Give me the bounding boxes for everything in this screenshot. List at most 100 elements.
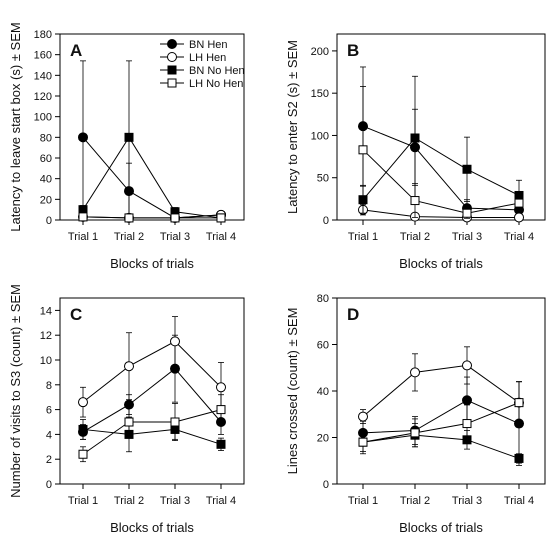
x-tick-label: Trial 4 xyxy=(206,231,236,243)
y-tick-label: 2 xyxy=(46,454,52,466)
x-axis-label: Blocks of trials xyxy=(399,520,483,535)
data-point xyxy=(514,398,524,408)
x-tick-label: Trial 1 xyxy=(68,231,98,243)
x-tick-label: Trial 2 xyxy=(114,231,144,243)
data-point xyxy=(462,164,472,174)
series-lh-hen xyxy=(78,209,226,223)
data-point xyxy=(78,449,88,459)
y-tick-label: 40 xyxy=(317,386,329,398)
y-tick-label: 0 xyxy=(323,479,329,491)
x-tick-label: Trial 2 xyxy=(114,495,144,507)
x-axis-label: Blocks of trials xyxy=(399,256,483,271)
y-tick-label: 10 xyxy=(40,355,52,367)
y-axis-label: Latency to enter S2 (s) ± SEM xyxy=(285,40,300,214)
y-tick-label: 40 xyxy=(40,174,52,186)
data-point xyxy=(170,417,180,427)
legend-label: LH No Hen xyxy=(189,78,243,90)
series-line xyxy=(82,216,221,219)
data-point xyxy=(78,397,88,408)
x-tick-label: Trial 4 xyxy=(206,495,236,507)
x-tick-label: Trial 4 xyxy=(504,495,534,507)
x-tick-label: Trial 3 xyxy=(452,231,482,243)
y-tick-label: 4 xyxy=(46,429,52,441)
y-tick-label: 140 xyxy=(34,70,52,82)
data-point xyxy=(78,212,88,222)
y-tick-label: 20 xyxy=(40,194,52,206)
y-tick-label: 200 xyxy=(311,46,329,58)
plot-frame xyxy=(59,33,245,221)
y-tick-label: 180 xyxy=(34,29,52,41)
x-tick-label: Trial 4 xyxy=(504,231,534,243)
legend-label: BN Hen xyxy=(189,39,228,51)
data-point xyxy=(78,132,88,143)
data-point xyxy=(358,437,368,447)
data-point xyxy=(410,428,420,438)
y-tick-label: 12 xyxy=(40,330,52,342)
legend-marker xyxy=(167,52,177,62)
y-tick-label: 60 xyxy=(317,340,329,352)
legend-marker xyxy=(167,78,177,88)
y-tick-label: 100 xyxy=(311,130,329,142)
data-point xyxy=(170,213,180,223)
plot-frame xyxy=(336,33,546,221)
data-point xyxy=(78,424,88,434)
series-line xyxy=(82,340,222,403)
data-point xyxy=(514,453,524,463)
legend-marker xyxy=(167,39,177,49)
y-tick-label: 8 xyxy=(46,380,52,392)
y-tick-label: 14 xyxy=(40,305,52,317)
x-tick-label: Trial 1 xyxy=(348,495,378,507)
data-point xyxy=(124,132,134,142)
data-point xyxy=(410,133,420,143)
y-tick-label: 80 xyxy=(317,293,329,305)
y-tick-label: 100 xyxy=(34,112,52,124)
panel-letter: A xyxy=(70,41,82,60)
series-line xyxy=(82,136,222,219)
panel-c: 0 2 4 6 8 10 12 14 Trial 1 Trial 2 Trial 3 Trial 4 B… xyxy=(8,284,245,535)
series-line xyxy=(362,434,520,459)
plot-frame xyxy=(59,297,245,485)
y-tick-label: 50 xyxy=(317,173,329,185)
data-point xyxy=(462,419,472,429)
data-point xyxy=(514,198,524,208)
y-tick-label: 20 xyxy=(317,433,329,445)
y-tick-label: 60 xyxy=(40,153,52,165)
data-point xyxy=(216,439,226,449)
series-line xyxy=(82,409,222,455)
legend-marker xyxy=(167,65,177,75)
panel-letter: D xyxy=(347,305,359,324)
y-tick-label: 0 xyxy=(46,479,52,491)
panel-a: 0 20 40 60 80 100 120 140 160 180 Trial 1 Trial 2 Tr… xyxy=(8,22,245,271)
series-line xyxy=(82,428,222,445)
data-point xyxy=(124,361,134,372)
data-point xyxy=(124,417,134,427)
y-tick-label: 0 xyxy=(46,215,52,227)
data-point xyxy=(216,382,226,393)
y-tick-label: 120 xyxy=(34,91,52,103)
data-point xyxy=(462,360,472,371)
data-point xyxy=(410,196,420,206)
legend-label: LH Hen xyxy=(189,52,226,64)
series-line xyxy=(362,137,520,201)
series-lh-no-hen xyxy=(78,212,226,223)
series-line xyxy=(362,125,520,211)
data-point xyxy=(358,145,368,155)
x-tick-label: Trial 3 xyxy=(160,495,190,507)
panel-b: 0 50 100 150 200 Trial 1 Trial 2 Trial 3 Trial 4… xyxy=(285,33,546,271)
x-tick-label: Trial 2 xyxy=(400,495,430,507)
y-tick-label: 160 xyxy=(34,50,52,62)
series-line xyxy=(362,364,520,417)
data-point xyxy=(216,213,226,223)
series-bn-no-hen xyxy=(358,75,524,214)
series-bn-hen xyxy=(358,376,524,466)
series-line xyxy=(362,399,520,434)
series-line xyxy=(82,367,222,433)
series-line xyxy=(362,149,520,214)
y-axis-label: Lines crossed (count) ± SEM xyxy=(285,308,300,475)
y-tick-label: 80 xyxy=(40,132,52,144)
x-axis-label: Blocks of trials xyxy=(110,256,194,271)
series-bn-hen xyxy=(78,334,226,440)
series-line xyxy=(362,209,519,218)
